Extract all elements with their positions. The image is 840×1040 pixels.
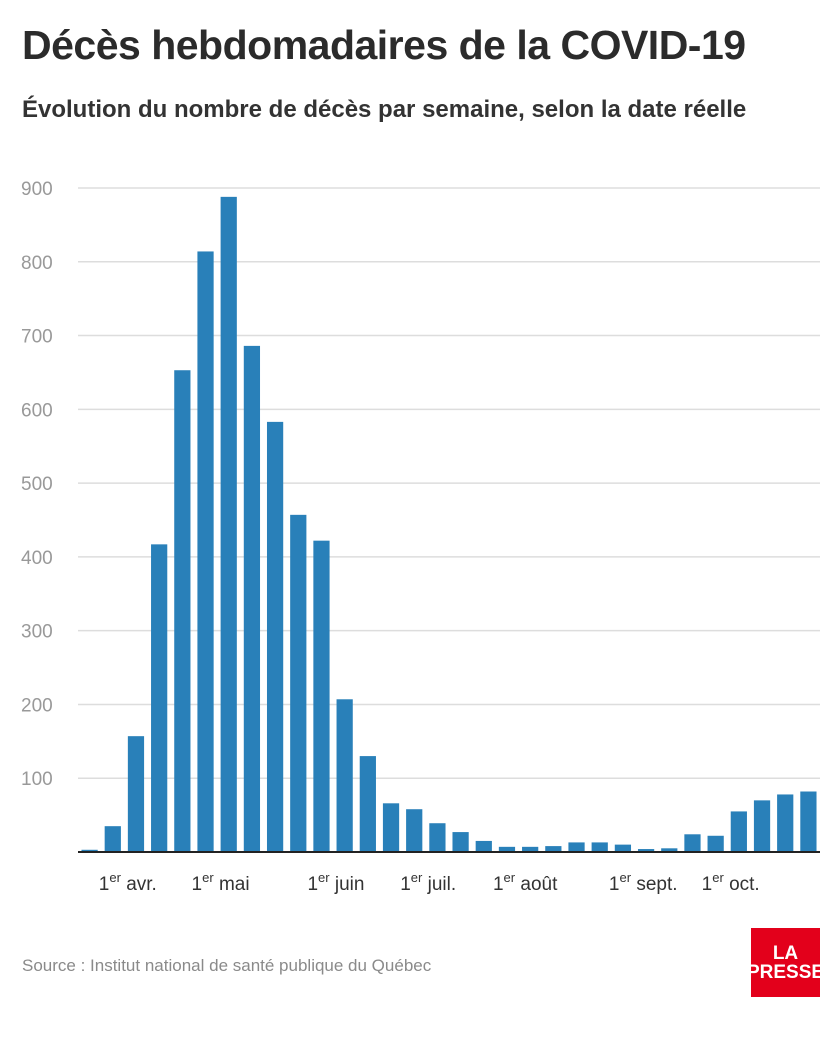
bar-29 <box>753 800 771 852</box>
bar-19 <box>522 846 539 852</box>
bar-10 <box>313 540 330 852</box>
y-tick-label-400: 400 <box>21 548 53 569</box>
chart-title: Décès hebdomadaires de la COVID-19 <box>22 22 746 68</box>
y-tick-label-700: 700 <box>21 327 53 348</box>
y-tick-label-100: 100 <box>21 769 53 790</box>
bar-27 <box>707 835 724 852</box>
bar-26 <box>684 834 701 852</box>
bar-7 <box>243 345 261 852</box>
x-tick-label-6: 1er oct. <box>702 870 760 895</box>
bar-14 <box>406 809 423 852</box>
bar-20 <box>545 846 562 852</box>
chart-subtitle: Évolution du nombre de décès par semaine… <box>22 96 747 123</box>
bar-22 <box>591 842 608 852</box>
bar-18 <box>498 846 516 852</box>
bar-17 <box>475 840 492 852</box>
y-tick-label-200: 200 <box>21 695 53 716</box>
y-tick-label-600: 600 <box>21 400 53 421</box>
x-tick-label-5: 1er sept. <box>609 870 678 895</box>
bar-4 <box>174 370 191 852</box>
x-tick-label-3: 1er juil. <box>400 870 456 895</box>
bar-30 <box>777 794 794 852</box>
bar-5 <box>197 251 214 853</box>
bar-28 <box>730 811 747 852</box>
bar-3 <box>151 544 168 852</box>
logo-line-1: LA <box>772 942 799 964</box>
logo-line-2: PRESSE <box>746 961 825 983</box>
bar-23 <box>614 844 632 852</box>
bar-0 <box>81 849 98 852</box>
bar-13 <box>382 803 400 852</box>
source-note: Source : Institut national de santé publ… <box>22 956 432 975</box>
x-tick-label-1: 1er mai <box>192 870 250 895</box>
bar-8 <box>266 421 284 852</box>
y-tick-label-500: 500 <box>21 474 53 495</box>
bar-9 <box>290 514 307 852</box>
x-tick-label-0: 1er avr. <box>99 870 157 895</box>
x-tick-label-2: 1er juin <box>307 870 364 895</box>
bar-24 <box>637 849 655 852</box>
bar-2 <box>127 736 145 852</box>
bar-21 <box>568 842 585 852</box>
x-tick-label-4: 1er août <box>493 870 558 895</box>
bar-1 <box>104 826 121 852</box>
y-tick-label-300: 300 <box>21 622 53 643</box>
bar-12 <box>359 756 376 852</box>
la-presse-logo: LA PRESSE <box>747 928 824 997</box>
bar-15 <box>429 823 446 852</box>
bar-6 <box>220 196 237 852</box>
y-tick-label-900: 900 <box>21 179 53 200</box>
bar-31 <box>800 791 817 852</box>
y-tick-label-800: 800 <box>21 253 53 274</box>
bar-16 <box>452 832 469 852</box>
bar-11 <box>336 699 353 852</box>
bar-25 <box>661 848 678 852</box>
